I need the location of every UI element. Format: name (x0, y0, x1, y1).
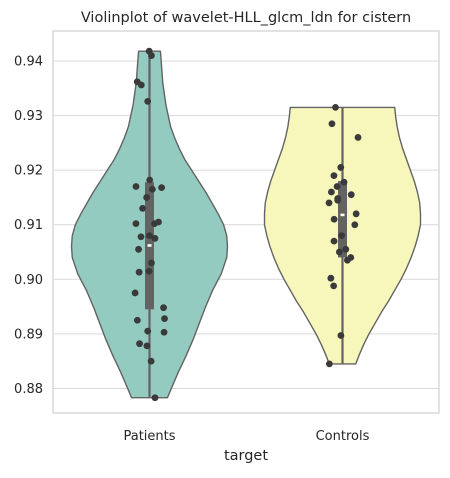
data-point (131, 289, 139, 297)
data-point (328, 188, 335, 196)
data-point (135, 268, 143, 276)
y-tick-label: 0.94 (14, 55, 43, 70)
data-point (330, 282, 338, 290)
violin-controls (263, 104, 422, 368)
chart-title: Violinplot of wavelet-HLL_glcm_ldn for c… (81, 10, 411, 26)
data-point (325, 199, 333, 207)
data-point (148, 52, 155, 59)
data-point (146, 176, 154, 184)
data-point (151, 220, 158, 228)
data-point (342, 245, 350, 253)
data-point (337, 332, 345, 339)
data-point (330, 172, 338, 180)
x-axis-label: target (224, 448, 268, 464)
y-tick-label: 0.90 (14, 273, 43, 288)
violin-median (340, 213, 345, 217)
data-point (332, 104, 339, 111)
data-point (132, 220, 140, 228)
violin-patients (70, 47, 229, 402)
violin-median (147, 244, 152, 247)
y-tick-label: 0.92 (14, 164, 43, 179)
data-point (340, 178, 348, 186)
data-point (158, 184, 166, 192)
data-point (325, 360, 333, 368)
y-tick-label: 0.89 (14, 327, 43, 342)
data-point (144, 327, 152, 335)
y-tick-label: 0.88 (14, 382, 43, 397)
data-point (143, 342, 151, 350)
data-point (335, 248, 343, 256)
violins (70, 47, 422, 402)
data-point (143, 194, 151, 201)
data-point (330, 237, 338, 245)
data-point (351, 221, 359, 229)
data-point (338, 232, 345, 240)
data-point (144, 98, 152, 105)
data-point (343, 256, 351, 264)
data-point (327, 274, 335, 282)
tick-labels: 0.88 0.89 0.90 0.91 0.92 0.93 0.94 Patients Cont… (14, 55, 370, 444)
data-point (337, 164, 345, 171)
data-point (135, 245, 142, 253)
data-point (139, 204, 147, 212)
data-point (148, 259, 155, 267)
data-point (334, 196, 342, 204)
data-point (333, 183, 341, 190)
data-point (147, 357, 155, 365)
data-point (160, 304, 167, 312)
data-point (132, 183, 140, 190)
data-point (330, 215, 338, 223)
data-point (328, 120, 336, 128)
data-point (160, 328, 168, 336)
data-point (347, 191, 355, 199)
data-point (133, 316, 141, 324)
data-point (352, 210, 360, 218)
data-point (136, 340, 143, 348)
x-tick-label: Patients (123, 429, 175, 444)
data-point (161, 315, 168, 322)
data-point (137, 233, 145, 241)
y-tick-label: 0.93 (14, 109, 43, 124)
data-point (146, 232, 153, 240)
data-point (137, 81, 145, 89)
data-point (151, 234, 159, 242)
data-point (145, 267, 153, 275)
violin-iqr-box (338, 181, 347, 258)
data-point (148, 185, 156, 193)
x-tick-label: Controls (316, 429, 370, 444)
data-point (151, 394, 159, 402)
y-tick-label: 0.91 (14, 218, 43, 233)
data-point (354, 134, 362, 141)
